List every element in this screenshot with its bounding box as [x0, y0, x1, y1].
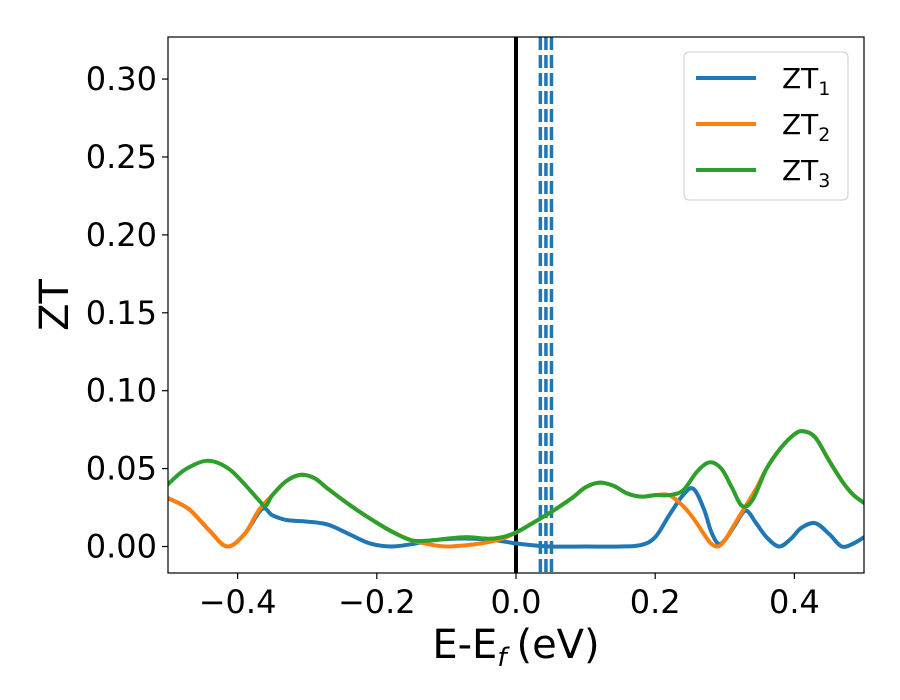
legend-label-2: ZT2	[782, 108, 830, 146]
x-axis-title-unit: (eV)	[516, 622, 599, 668]
y-tick-label: 0.30	[86, 60, 157, 98]
x-tick-label: 0.2	[630, 583, 681, 621]
plot-area	[168, 37, 864, 573]
axis-ticks: −0.4 −0.2 0.0 0.2 0.4 0.00 0.05 0.10 0.15 0.20 0.2…	[86, 60, 820, 621]
legend-label-1: ZT1	[782, 62, 830, 100]
y-tick-label: 0.05	[86, 450, 157, 488]
x-axis-title-subscript: f	[497, 643, 510, 673]
series-line-3	[168, 429, 864, 544]
x-tick-label: −0.4	[199, 583, 277, 621]
y-tick-label: 0.10	[86, 372, 157, 410]
y-tick-label: 0.20	[86, 216, 157, 254]
legend-frame	[683, 51, 849, 201]
x-tick-label: 0.4	[769, 583, 820, 621]
x-tick-label: 0.0	[491, 583, 542, 621]
x-axis-title: E-Ef (eV)	[432, 622, 599, 673]
y-axis-title: ZT	[32, 279, 78, 331]
y-tick-label: 0.15	[86, 294, 157, 332]
x-tick-label: −0.2	[338, 583, 416, 621]
series-line-1	[168, 486, 864, 549]
legend-label-3: ZT3	[782, 154, 830, 192]
y-tick-label: 0.25	[86, 138, 157, 176]
legend: ZT1 ZT2 ZT3	[683, 51, 849, 201]
y-tick-label: 0.00	[86, 528, 157, 566]
